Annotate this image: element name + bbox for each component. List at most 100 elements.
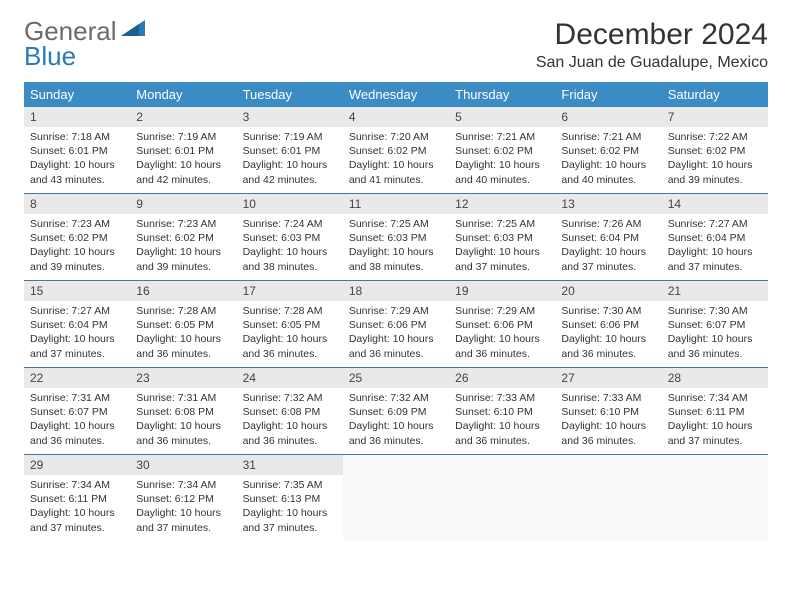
calendar-cell: 29Sunrise: 7:34 AMSunset: 6:11 PMDayligh… (24, 455, 130, 541)
day-number: 17 (237, 281, 343, 301)
day-info: Sunrise: 7:21 AMSunset: 6:02 PMDaylight:… (555, 127, 661, 193)
day-number: 22 (24, 368, 130, 388)
day-info: Sunrise: 7:27 AMSunset: 6:04 PMDaylight:… (662, 214, 768, 280)
calendar-cell: 18Sunrise: 7:29 AMSunset: 6:06 PMDayligh… (343, 281, 449, 367)
day-info: Sunrise: 7:18 AMSunset: 6:01 PMDaylight:… (24, 127, 130, 193)
day-info: Sunrise: 7:24 AMSunset: 6:03 PMDaylight:… (237, 214, 343, 280)
day-number: 7 (662, 107, 768, 127)
logo-line2: Blue (24, 43, 117, 69)
calendar-row: 29Sunrise: 7:34 AMSunset: 6:11 PMDayligh… (24, 455, 768, 541)
day-number: 16 (130, 281, 236, 301)
calendar-cell: 7Sunrise: 7:22 AMSunset: 6:02 PMDaylight… (662, 107, 768, 193)
calendar-cell: 31Sunrise: 7:35 AMSunset: 6:13 PMDayligh… (237, 455, 343, 541)
calendar-cell: 8Sunrise: 7:23 AMSunset: 6:02 PMDaylight… (24, 194, 130, 280)
calendar-cell: 20Sunrise: 7:30 AMSunset: 6:06 PMDayligh… (555, 281, 661, 367)
day-number: 15 (24, 281, 130, 301)
day-number: 21 (662, 281, 768, 301)
day-number: 10 (237, 194, 343, 214)
day-info: Sunrise: 7:31 AMSunset: 6:08 PMDaylight:… (130, 388, 236, 454)
logo: General Blue (24, 18, 147, 69)
calendar-cell: 12Sunrise: 7:25 AMSunset: 6:03 PMDayligh… (449, 194, 555, 280)
month-title: December 2024 (536, 18, 768, 52)
day-number: 29 (24, 455, 130, 475)
day-info: Sunrise: 7:34 AMSunset: 6:11 PMDaylight:… (662, 388, 768, 454)
day-info: Sunrise: 7:22 AMSunset: 6:02 PMDaylight:… (662, 127, 768, 193)
day-number: 31 (237, 455, 343, 475)
day-number: 28 (662, 368, 768, 388)
day-info: Sunrise: 7:19 AMSunset: 6:01 PMDaylight:… (130, 127, 236, 193)
day-number: 9 (130, 194, 236, 214)
header: General Blue December 2024 San Juan de G… (24, 18, 768, 72)
day-number: 5 (449, 107, 555, 127)
weekday-label: Monday (130, 82, 236, 107)
calendar-cell: 4Sunrise: 7:20 AMSunset: 6:02 PMDaylight… (343, 107, 449, 193)
day-info: Sunrise: 7:31 AMSunset: 6:07 PMDaylight:… (24, 388, 130, 454)
calendar-cell: 10Sunrise: 7:24 AMSunset: 6:03 PMDayligh… (237, 194, 343, 280)
calendar: SundayMondayTuesdayWednesdayThursdayFrid… (24, 82, 768, 541)
day-info: Sunrise: 7:32 AMSunset: 6:09 PMDaylight:… (343, 388, 449, 454)
day-number: 1 (24, 107, 130, 127)
day-info: Sunrise: 7:34 AMSunset: 6:11 PMDaylight:… (24, 475, 130, 541)
day-info: Sunrise: 7:34 AMSunset: 6:12 PMDaylight:… (130, 475, 236, 541)
calendar-cell (662, 455, 768, 541)
day-info: Sunrise: 7:33 AMSunset: 6:10 PMDaylight:… (449, 388, 555, 454)
calendar-cell: 21Sunrise: 7:30 AMSunset: 6:07 PMDayligh… (662, 281, 768, 367)
calendar-cell: 27Sunrise: 7:33 AMSunset: 6:10 PMDayligh… (555, 368, 661, 454)
day-info: Sunrise: 7:26 AMSunset: 6:04 PMDaylight:… (555, 214, 661, 280)
calendar-row: 8Sunrise: 7:23 AMSunset: 6:02 PMDaylight… (24, 194, 768, 281)
day-info: Sunrise: 7:20 AMSunset: 6:02 PMDaylight:… (343, 127, 449, 193)
day-info: Sunrise: 7:35 AMSunset: 6:13 PMDaylight:… (237, 475, 343, 541)
day-info: Sunrise: 7:23 AMSunset: 6:02 PMDaylight:… (24, 214, 130, 280)
calendar-cell: 6Sunrise: 7:21 AMSunset: 6:02 PMDaylight… (555, 107, 661, 193)
day-info: Sunrise: 7:25 AMSunset: 6:03 PMDaylight:… (343, 214, 449, 280)
calendar-cell (343, 455, 449, 541)
day-number: 8 (24, 194, 130, 214)
weekday-label: Wednesday (343, 82, 449, 107)
day-number: 4 (343, 107, 449, 127)
calendar-cell: 28Sunrise: 7:34 AMSunset: 6:11 PMDayligh… (662, 368, 768, 454)
calendar-cell: 1Sunrise: 7:18 AMSunset: 6:01 PMDaylight… (24, 107, 130, 193)
day-info: Sunrise: 7:28 AMSunset: 6:05 PMDaylight:… (130, 301, 236, 367)
calendar-body: 1Sunrise: 7:18 AMSunset: 6:01 PMDaylight… (24, 107, 768, 541)
day-info: Sunrise: 7:25 AMSunset: 6:03 PMDaylight:… (449, 214, 555, 280)
weekday-label: Friday (555, 82, 661, 107)
day-number: 18 (343, 281, 449, 301)
day-info: Sunrise: 7:28 AMSunset: 6:05 PMDaylight:… (237, 301, 343, 367)
weekday-header: SundayMondayTuesdayWednesdayThursdayFrid… (24, 82, 768, 107)
calendar-cell: 2Sunrise: 7:19 AMSunset: 6:01 PMDaylight… (130, 107, 236, 193)
day-number: 30 (130, 455, 236, 475)
day-number: 14 (662, 194, 768, 214)
calendar-cell: 5Sunrise: 7:21 AMSunset: 6:02 PMDaylight… (449, 107, 555, 193)
calendar-cell: 24Sunrise: 7:32 AMSunset: 6:08 PMDayligh… (237, 368, 343, 454)
day-info: Sunrise: 7:29 AMSunset: 6:06 PMDaylight:… (449, 301, 555, 367)
day-info: Sunrise: 7:32 AMSunset: 6:08 PMDaylight:… (237, 388, 343, 454)
calendar-cell: 22Sunrise: 7:31 AMSunset: 6:07 PMDayligh… (24, 368, 130, 454)
day-number: 23 (130, 368, 236, 388)
logo-triangle-icon (121, 18, 147, 43)
day-number: 26 (449, 368, 555, 388)
calendar-cell: 3Sunrise: 7:19 AMSunset: 6:01 PMDaylight… (237, 107, 343, 193)
day-number: 6 (555, 107, 661, 127)
day-info: Sunrise: 7:30 AMSunset: 6:06 PMDaylight:… (555, 301, 661, 367)
calendar-cell (449, 455, 555, 541)
calendar-cell: 19Sunrise: 7:29 AMSunset: 6:06 PMDayligh… (449, 281, 555, 367)
calendar-cell: 13Sunrise: 7:26 AMSunset: 6:04 PMDayligh… (555, 194, 661, 280)
day-info: Sunrise: 7:27 AMSunset: 6:04 PMDaylight:… (24, 301, 130, 367)
day-info: Sunrise: 7:19 AMSunset: 6:01 PMDaylight:… (237, 127, 343, 193)
calendar-row: 1Sunrise: 7:18 AMSunset: 6:01 PMDaylight… (24, 107, 768, 194)
weekday-label: Sunday (24, 82, 130, 107)
day-number: 11 (343, 194, 449, 214)
day-info: Sunrise: 7:33 AMSunset: 6:10 PMDaylight:… (555, 388, 661, 454)
calendar-cell: 15Sunrise: 7:27 AMSunset: 6:04 PMDayligh… (24, 281, 130, 367)
calendar-cell: 14Sunrise: 7:27 AMSunset: 6:04 PMDayligh… (662, 194, 768, 280)
weekday-label: Tuesday (237, 82, 343, 107)
day-info: Sunrise: 7:21 AMSunset: 6:02 PMDaylight:… (449, 127, 555, 193)
location: San Juan de Guadalupe, Mexico (536, 54, 768, 72)
day-number: 20 (555, 281, 661, 301)
calendar-cell: 23Sunrise: 7:31 AMSunset: 6:08 PMDayligh… (130, 368, 236, 454)
calendar-cell: 25Sunrise: 7:32 AMSunset: 6:09 PMDayligh… (343, 368, 449, 454)
calendar-cell: 26Sunrise: 7:33 AMSunset: 6:10 PMDayligh… (449, 368, 555, 454)
day-number: 19 (449, 281, 555, 301)
day-info: Sunrise: 7:30 AMSunset: 6:07 PMDaylight:… (662, 301, 768, 367)
day-number: 3 (237, 107, 343, 127)
